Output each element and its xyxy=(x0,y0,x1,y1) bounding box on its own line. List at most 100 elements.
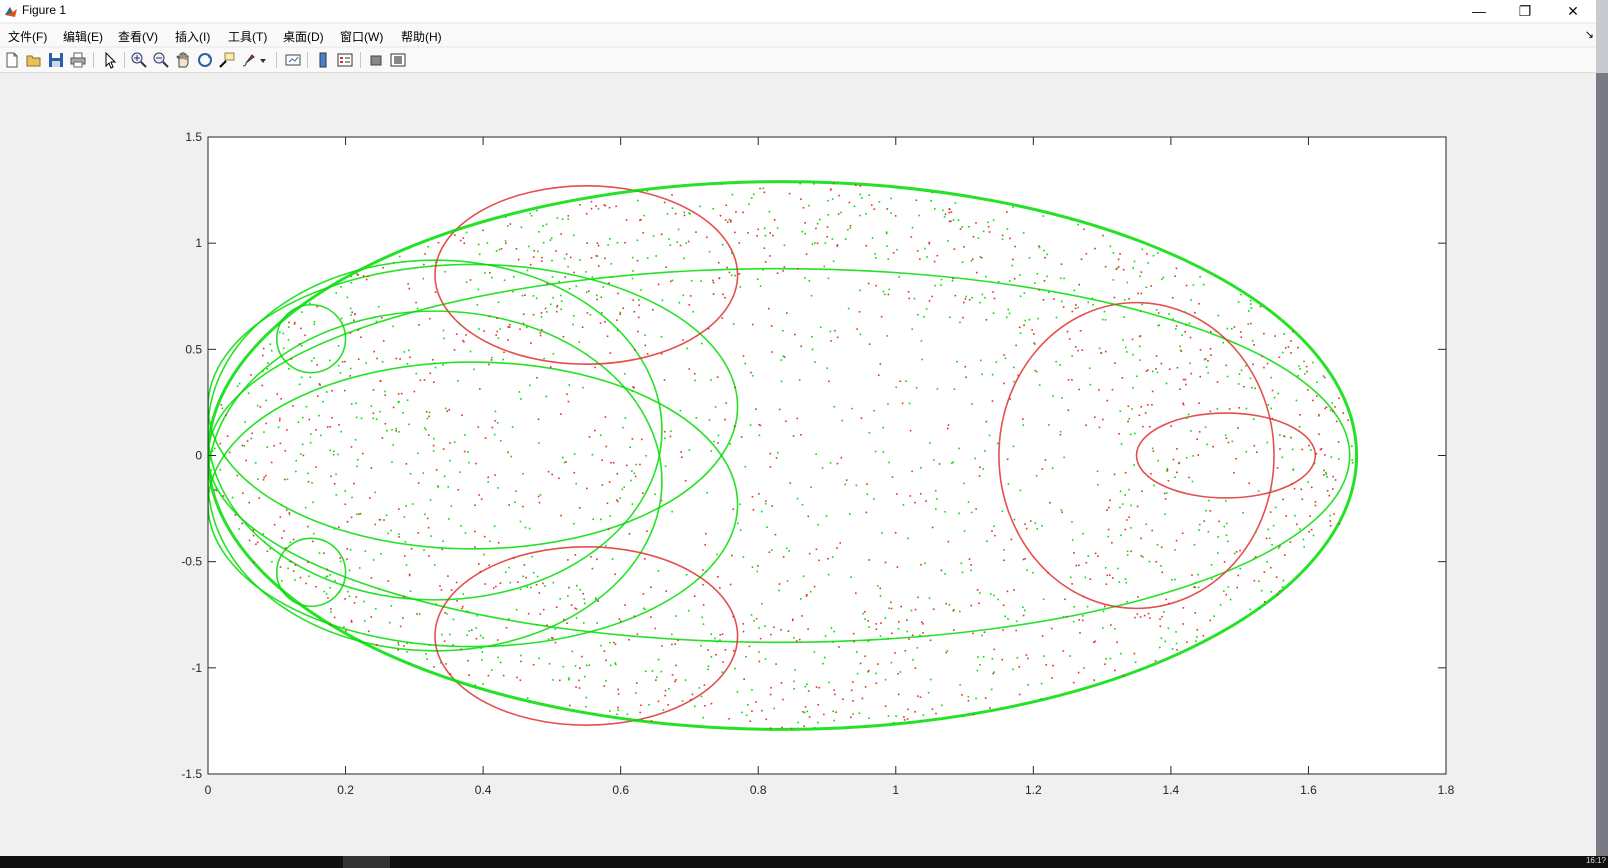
scatter-point xyxy=(919,634,921,637)
scatter-point xyxy=(1316,381,1318,384)
scatter-point xyxy=(330,611,332,613)
close-button[interactable]: ✕ xyxy=(1567,3,1579,19)
scatter-point xyxy=(707,665,710,668)
scatter-point xyxy=(988,231,991,233)
scatter-point xyxy=(579,259,581,261)
scatter-point xyxy=(928,242,930,245)
scatter-point xyxy=(461,414,463,417)
scatter-point xyxy=(915,199,918,202)
zoom-in-icon[interactable] xyxy=(130,51,148,69)
scatter-point xyxy=(395,427,398,430)
menu-insert[interactable]: 插入(I) xyxy=(175,30,211,44)
menu-desktop[interactable]: 桌面(D) xyxy=(283,30,324,44)
scatter-point xyxy=(660,499,663,502)
hide-plot-tools-icon[interactable] xyxy=(367,51,385,69)
scatter-point xyxy=(1104,605,1106,608)
scatter-point xyxy=(435,603,438,605)
menu-file[interactable]: 文件(F) xyxy=(8,30,48,44)
scatter-point xyxy=(836,336,839,339)
scatter-point xyxy=(538,231,540,233)
scatter-point xyxy=(668,238,670,240)
menu-help[interactable]: 帮助(H) xyxy=(401,30,442,44)
scatter-point xyxy=(538,501,541,504)
scatter-point xyxy=(782,270,784,272)
x-tick-label: 0.8 xyxy=(750,783,767,797)
scatter-point xyxy=(578,341,581,343)
menu-window[interactable]: 窗口(W) xyxy=(340,30,384,44)
minimize-button[interactable]: — xyxy=(1472,3,1486,19)
scatter-point xyxy=(634,349,636,351)
scatter-point xyxy=(271,560,273,563)
scatter-point xyxy=(552,581,555,584)
scatter-point xyxy=(333,482,336,485)
figure-canvas[interactable]: 0 0.2 0.4 0.6 0.8 1 1.2 1.4 1.6 1.8 -1.5 -1 -0.5 0 0.5… xyxy=(0,73,1596,856)
scatter-point xyxy=(579,203,581,206)
scatter-point xyxy=(555,306,558,308)
scatter-point xyxy=(1258,607,1260,609)
scatter-point xyxy=(455,333,458,335)
scatter-point xyxy=(479,570,482,573)
scatter-point xyxy=(1018,693,1021,696)
scatter-point xyxy=(985,318,988,321)
scatter-point xyxy=(339,372,342,374)
scatter-point xyxy=(648,703,650,706)
data-cursor-icon[interactable] xyxy=(218,51,236,69)
brush-icon[interactable] xyxy=(240,51,258,69)
scatter-point xyxy=(494,474,496,476)
menu-tools[interactable]: 工具(T) xyxy=(228,30,268,44)
colorbar-icon[interactable] xyxy=(314,51,332,69)
scatter-point xyxy=(769,452,772,455)
scatter-point xyxy=(337,345,340,347)
scatter-point xyxy=(1093,679,1096,681)
link-plot-icon[interactable] xyxy=(284,51,302,69)
scatter-point xyxy=(360,417,363,420)
scatter-point xyxy=(778,589,780,592)
scatter-point xyxy=(707,668,709,671)
scatter-point xyxy=(1198,529,1201,531)
legend-icon[interactable] xyxy=(336,51,354,69)
scatter-point xyxy=(614,643,617,646)
scatter-point xyxy=(859,333,862,336)
scatter-point xyxy=(600,296,603,298)
scatter-point xyxy=(1176,448,1178,450)
scatter-point xyxy=(1253,444,1256,447)
scatter-point xyxy=(616,319,618,321)
zoom-out-icon[interactable] xyxy=(152,51,170,69)
scatter-point xyxy=(1004,357,1007,360)
scatter-point xyxy=(294,579,296,581)
scatter-point xyxy=(538,657,540,660)
scatter-point xyxy=(891,722,894,725)
scatter-point xyxy=(1082,532,1084,535)
scatter-point xyxy=(536,209,538,212)
scatter-point xyxy=(1069,576,1072,579)
show-plot-tools-icon[interactable] xyxy=(389,51,407,69)
chart-svg[interactable]: 0 0.2 0.4 0.6 0.8 1 1.2 1.4 1.6 1.8-1.5-1-0.500.5… xyxy=(0,73,1596,856)
print-icon[interactable] xyxy=(69,51,87,69)
select-arrow-icon[interactable] xyxy=(101,51,119,69)
menu-view[interactable]: 查看(V) xyxy=(118,30,158,44)
dock-arrow-icon[interactable]: ↘ xyxy=(1584,29,1594,41)
scatter-point xyxy=(963,246,965,248)
scatter-point xyxy=(778,408,781,411)
brush-dropdown-icon[interactable] xyxy=(258,51,268,69)
scatter-point xyxy=(532,295,535,297)
scatter-point xyxy=(546,283,549,285)
scatter-point xyxy=(617,688,619,691)
title-bar[interactable]: Figure 1 — ❐ ✕ xyxy=(0,0,1602,22)
menu-edit[interactable]: 编辑(E) xyxy=(63,30,103,44)
pan-hand-icon[interactable] xyxy=(174,51,192,69)
scatter-point xyxy=(600,644,602,647)
scatter-point xyxy=(1250,303,1252,305)
scatter-point xyxy=(270,349,273,352)
save-icon[interactable] xyxy=(47,51,65,69)
open-file-icon[interactable] xyxy=(25,51,43,69)
taskbar-item[interactable] xyxy=(343,856,390,868)
rotate-3d-icon[interactable] xyxy=(196,51,214,69)
axes-background[interactable] xyxy=(208,137,1446,774)
scatter-point xyxy=(930,199,932,202)
new-figure-icon[interactable] xyxy=(3,51,21,69)
scatter-point xyxy=(463,450,466,453)
restore-button[interactable]: ❐ xyxy=(1518,3,1532,19)
scatter-point xyxy=(1155,309,1158,311)
scatter-point xyxy=(1266,362,1269,365)
